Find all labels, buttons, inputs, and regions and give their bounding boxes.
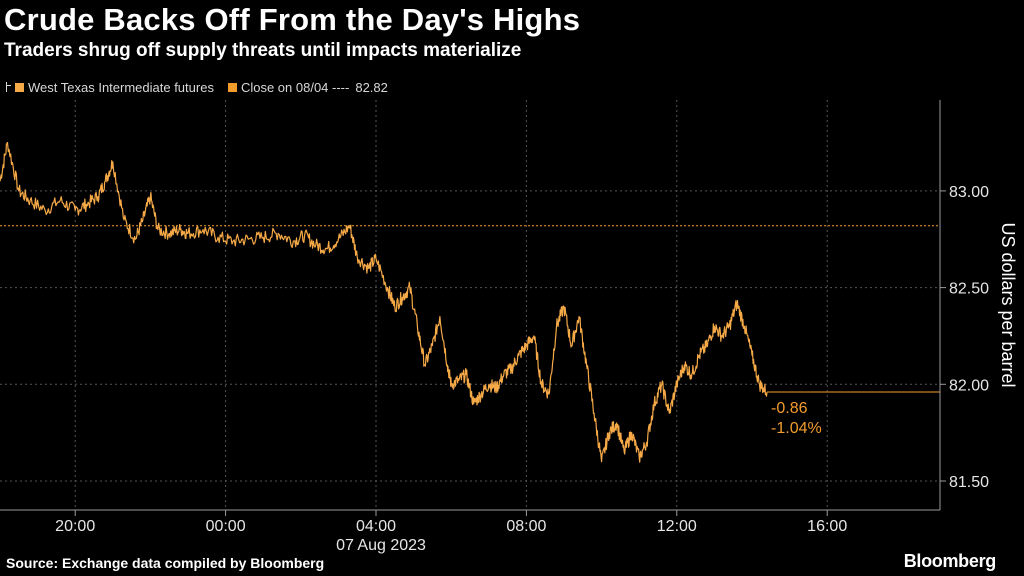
x-tick-label: 08:00 [506, 518, 546, 535]
legend-swatch-close [227, 82, 237, 92]
x-tick-label: 00:00 [206, 518, 246, 535]
series-layer [0, 141, 940, 463]
legend: West Texas Intermediate futures Close on… [6, 78, 402, 96]
chart-subtitle: Traders shrug off supply threats until i… [4, 40, 522, 61]
bloomberg-logo: Bloomberg [903, 551, 997, 571]
change-annotation: -0.86 [771, 400, 808, 417]
legend-item-close: Close on 08/04 ---- 82.82 [227, 79, 388, 95]
series-line-wti [0, 141, 768, 463]
grid-lines [0, 100, 940, 510]
legend-label-wti: West Texas Intermediate futures [28, 79, 214, 95]
y-axis-label: US dollars per barrel [998, 222, 1018, 387]
y-tick-label: 82.00 [949, 377, 989, 394]
legend-value-close: 82.82 [355, 79, 388, 95]
legend-item-wti: West Texas Intermediate futures [6, 80, 214, 95]
x-tick-label: 20:00 [55, 518, 95, 535]
x-tick-label: 04:00 [356, 518, 396, 535]
y-tick-label: 82.50 [949, 281, 989, 298]
label-layer: -0.86 -1.04% [771, 400, 822, 437]
x-tick-label: 16:00 [807, 518, 847, 535]
legend-label-close: Close on 08/04 ---- [240, 79, 350, 95]
source-note: Source: Exchange data compiled by Bloomb… [6, 555, 325, 571]
axes: 81.50 82.00 82.50 83.00 20:00 00:00 04:00 08:00… [0, 100, 1018, 554]
change-pct-annotation: -1.04% [771, 420, 822, 437]
x-tick-label: 12:00 [657, 518, 697, 535]
y-tick-label: 83.00 [949, 184, 989, 201]
chart-title: Crude Backs Off From the Day's Highs [4, 2, 581, 37]
x-date-label: 07 Aug 2023 [336, 537, 426, 554]
legend-swatch-wti [15, 82, 24, 92]
y-tick-label: 81.50 [949, 474, 989, 491]
ticker-icon [6, 82, 13, 92]
